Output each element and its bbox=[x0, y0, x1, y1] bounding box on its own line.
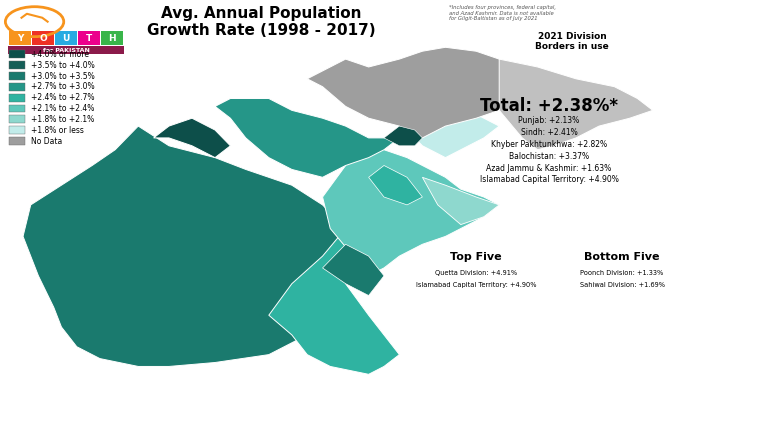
Text: Total: +2.38%*: Total: +2.38%* bbox=[480, 97, 618, 115]
Polygon shape bbox=[269, 229, 399, 374]
Bar bbox=[32, 31, 54, 45]
Bar bbox=[9, 116, 25, 123]
Text: O: O bbox=[39, 34, 47, 43]
Text: Y: Y bbox=[17, 34, 23, 43]
Text: Top Five: Top Five bbox=[450, 252, 502, 262]
Polygon shape bbox=[369, 165, 422, 205]
Text: +4.0% or more: +4.0% or more bbox=[31, 50, 89, 59]
Bar bbox=[9, 31, 31, 45]
Text: Islamabad Capital Territory: +4.90%: Islamabad Capital Territory: +4.90% bbox=[480, 175, 618, 184]
Text: Sindh: +2.41%: Sindh: +2.41% bbox=[521, 128, 578, 137]
Text: Azad Jammu & Kashmir: +1.63%: Azad Jammu & Kashmir: +1.63% bbox=[486, 164, 612, 172]
Bar bbox=[9, 72, 25, 80]
Text: +2.7% to +3.0%: +2.7% to +3.0% bbox=[31, 82, 94, 91]
Polygon shape bbox=[384, 126, 422, 146]
Text: Islamabad Capital Territory: +4.90%: Islamabad Capital Territory: +4.90% bbox=[416, 282, 536, 288]
Bar bbox=[9, 94, 25, 102]
Text: H: H bbox=[108, 34, 116, 43]
Polygon shape bbox=[323, 126, 499, 276]
Text: Avg. Annual Population
Growth Rate (1998 - 2017): Avg. Annual Population Growth Rate (1998… bbox=[147, 6, 376, 38]
Bar bbox=[9, 137, 25, 145]
Text: https://youthforpakistan.org/: https://youthforpakistan.org/ bbox=[226, 402, 542, 420]
Polygon shape bbox=[307, 47, 553, 138]
Bar bbox=[9, 61, 25, 69]
Text: U: U bbox=[62, 34, 70, 43]
Text: +1.8% to +2.1%: +1.8% to +2.1% bbox=[31, 115, 94, 124]
Bar bbox=[9, 83, 25, 91]
Text: for PAKISTAN: for PAKISTAN bbox=[42, 48, 90, 53]
Bar bbox=[78, 31, 100, 45]
Text: Punjab: +2.13%: Punjab: +2.13% bbox=[518, 116, 580, 125]
Bar bbox=[55, 31, 77, 45]
Text: +2.4% to +2.7%: +2.4% to +2.7% bbox=[31, 93, 94, 102]
Text: 2021 Division
Borders in use: 2021 Division Borders in use bbox=[535, 32, 609, 51]
Text: +3.5% to +4.0%: +3.5% to +4.0% bbox=[31, 61, 94, 70]
Text: Poonch Division: +1.33%: Poonch Division: +1.33% bbox=[581, 270, 664, 276]
Text: +2.1% to +2.4%: +2.1% to +2.4% bbox=[31, 104, 94, 113]
Polygon shape bbox=[422, 178, 499, 225]
Text: +3.0% to +3.5%: +3.0% to +3.5% bbox=[31, 71, 94, 81]
Polygon shape bbox=[215, 99, 399, 178]
Bar bbox=[9, 50, 25, 58]
Text: No Data: No Data bbox=[31, 136, 62, 145]
Text: +1.8% or less: +1.8% or less bbox=[31, 126, 84, 135]
Bar bbox=[8, 46, 124, 55]
Polygon shape bbox=[154, 118, 230, 158]
Bar bbox=[9, 126, 25, 134]
Text: Khyber Pakhtunkhwa: +2.82%: Khyber Pakhtunkhwa: +2.82% bbox=[491, 140, 607, 149]
Polygon shape bbox=[407, 99, 499, 158]
Polygon shape bbox=[23, 126, 361, 366]
Text: Sahiwal Division: +1.69%: Sahiwal Division: +1.69% bbox=[580, 282, 664, 288]
Polygon shape bbox=[499, 59, 653, 150]
Polygon shape bbox=[323, 244, 384, 296]
Text: *Includes four provinces, federal capital,
and Azad Kashmir. Data is not availab: *Includes four provinces, federal capita… bbox=[449, 5, 556, 21]
Bar bbox=[101, 31, 123, 45]
Text: Quetta Division: +4.91%: Quetta Division: +4.91% bbox=[435, 270, 517, 276]
Bar bbox=[9, 105, 25, 113]
Text: Bottom Five: Bottom Five bbox=[584, 252, 660, 262]
Text: Balochistan: +3.37%: Balochistan: +3.37% bbox=[509, 152, 589, 161]
Text: T: T bbox=[86, 34, 92, 43]
